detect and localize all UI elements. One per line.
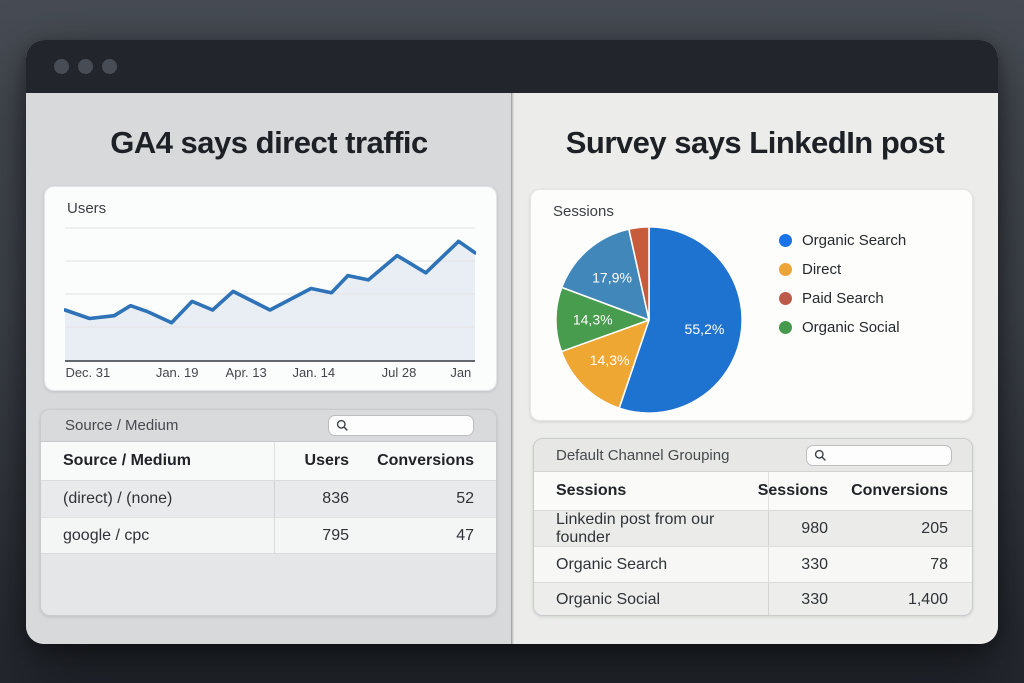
cell-users: 795 [274, 518, 349, 553]
x-axis-label: Dec. 31 [65, 365, 111, 380]
table-row: google / cpc 795 47 [41, 517, 496, 554]
cell-conversions: 1,400 [907, 591, 948, 608]
column-header: Sessions [556, 482, 627, 499]
svg-text:55,2%: 55,2% [685, 321, 725, 337]
legend-dot-direct [779, 263, 792, 276]
pane-divider [511, 93, 514, 644]
cell-users: 836 [274, 481, 349, 517]
search-icon [814, 449, 826, 461]
cell-channel: Organic Social [556, 591, 661, 608]
cell-sessions: 980 [768, 511, 828, 546]
source-medium-search[interactable] [328, 415, 474, 436]
pie-legend: Organic Search Direct Paid Search O [779, 226, 906, 342]
chart-title: Sessions [553, 203, 614, 220]
x-axis-label: Jul 28 [381, 365, 417, 380]
source-medium-table-card: Source / Medium Source / Medium Users [40, 409, 497, 616]
table-row: Organic Social 330 1,400 [534, 582, 972, 615]
cell-conversions: 78 [930, 555, 948, 573]
table-row: Linkedin post from our founder 980 205 [534, 510, 972, 546]
cell-sessions: 330 [768, 583, 828, 615]
sessions-pie-chart: 55,2% 14,3% 14,3% 17,9% [555, 226, 743, 414]
window-control-dot[interactable] [102, 59, 117, 74]
table-toolbar-label: Default Channel Grouping [556, 446, 730, 464]
x-axis: Dec. 31 Jan. 19 Apr. 13 Jan. 14 Jul 28 J… [45, 365, 496, 385]
users-line-chart [64, 227, 476, 362]
cell-conversions: 47 [456, 526, 474, 544]
cell-source: (direct) / (none) [63, 490, 173, 507]
table-toolbar-label: Source / Medium [65, 417, 179, 434]
users-line-chart-card: Users Dec. 31 Jan. 19 Apr. 13 Jan. 14 Ju… [44, 186, 497, 391]
svg-text:14,3%: 14,3% [590, 352, 630, 368]
table-toolbar: Source / Medium [41, 410, 496, 442]
cell-conversions: 52 [456, 490, 474, 507]
window-content: GA4 says direct traffic Users Dec. 31 Ja… [26, 93, 998, 644]
x-axis-label: Jan. 14 [292, 365, 336, 380]
table-header-row: Source / Medium Users Conversions [41, 442, 496, 480]
table-row: (direct) / (none) 836 52 [41, 480, 496, 517]
table-row: Organic Search 330 78 [534, 546, 972, 582]
table-toolbar: Default Channel Grouping [534, 439, 972, 472]
legend-item: Paid Search [779, 284, 906, 313]
legend-dot-organic-social [779, 321, 792, 334]
x-axis-label: Jan [450, 365, 472, 380]
right-pane-title: Survey says LinkedIn post [565, 125, 945, 160]
legend-item: Direct [779, 255, 906, 284]
svg-text:14,3%: 14,3% [573, 311, 613, 327]
legend-dot-organic-search [779, 234, 792, 247]
chart-title: Users [67, 200, 107, 217]
legend-dot-paid-search [779, 292, 792, 305]
cell-source: google / cpc [63, 526, 150, 544]
legend-item: Organic Search [779, 226, 906, 255]
sessions-pie-chart-card: Sessions 55,2% 14,3% 14,3% 17,9% Organic Se… [530, 189, 973, 421]
legend-item: Organic Social [779, 313, 906, 342]
column-header: Conversions [851, 482, 948, 499]
survey-pane: Survey says LinkedIn post Sessions 55,2%… [512, 93, 998, 644]
window-control-dot[interactable] [78, 59, 93, 74]
column-header: Users [274, 442, 349, 480]
x-axis-label: Apr. 13 [225, 365, 267, 380]
column-header: Conversions [377, 452, 474, 469]
channel-grouping-table-card: Default Channel Grouping Sessions Sessio… [533, 438, 973, 616]
cell-channel: Linkedin post from our founder [556, 510, 715, 546]
svg-text:17,9%: 17,9% [592, 269, 632, 285]
search-input[interactable] [354, 418, 464, 433]
column-header: Source / Medium [63, 452, 192, 469]
ga4-pane: GA4 says direct traffic Users Dec. 31 Ja… [26, 93, 512, 644]
table-header-row: Sessions Sessions Conversions [534, 472, 972, 510]
x-axis-label: Jan. 19 [155, 365, 199, 380]
app-window: GA4 says direct traffic Users Dec. 31 Ja… [26, 40, 998, 644]
cell-sessions: 330 [768, 547, 828, 582]
window-titlebar [26, 40, 998, 93]
search-icon [336, 419, 348, 431]
cell-conversions: 205 [921, 519, 948, 537]
cell-channel: Organic Search [556, 555, 668, 573]
column-header: Sessions [758, 472, 828, 510]
search-input[interactable] [832, 447, 942, 463]
channel-grouping-search[interactable] [806, 444, 952, 466]
left-pane-title: GA4 says direct traffic [110, 125, 428, 160]
window-control-dot[interactable] [54, 59, 69, 74]
